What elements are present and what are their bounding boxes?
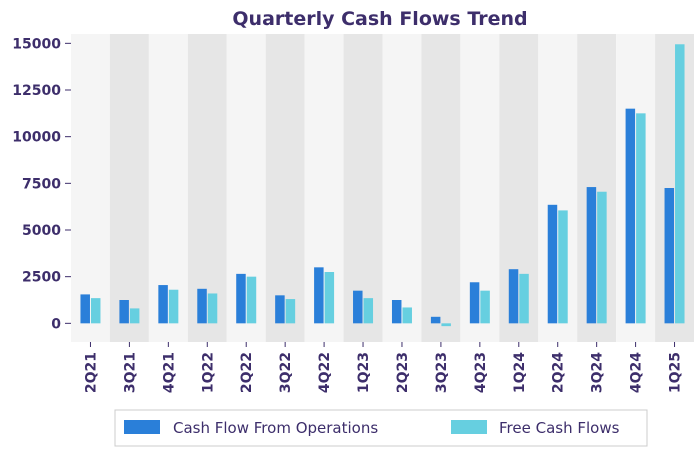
legend-swatch-free-cash-flows	[451, 420, 487, 434]
x-tick-label: 4Q21	[161, 352, 177, 393]
band-1Q25	[655, 34, 694, 342]
bar-free-cash-flows-4Q22	[324, 272, 335, 324]
y-tick-label: 15000	[12, 36, 61, 52]
band-3Q21	[109, 34, 149, 342]
x-tick-label: 4Q23	[473, 352, 489, 393]
bar-free-cash-flows-1Q24	[519, 273, 529, 324]
bar-free-cash-flows-2Q24	[558, 210, 568, 324]
bar-operations-4Q23	[469, 282, 480, 324]
x-tick-label: 2Q23	[395, 352, 411, 393]
band-2Q24	[538, 34, 578, 342]
bar-free-cash-flows-3Q22	[285, 299, 296, 324]
bar-free-cash-flows-1Q23	[363, 298, 374, 324]
x-tick-label: 1Q23	[356, 352, 372, 393]
band-4Q23	[460, 34, 500, 342]
band-4Q21	[148, 34, 188, 342]
band-1Q23	[343, 34, 383, 342]
x-tick-label: 2Q22	[239, 352, 255, 393]
x-tick-label: 2Q21	[83, 352, 99, 393]
x-tick-label: 3Q22	[278, 352, 294, 393]
legend-swatch-operations	[124, 420, 160, 434]
bar-operations-4Q24	[625, 108, 636, 324]
legend: Cash Flow From Operations Free Cash Flow…	[114, 409, 648, 447]
x-tick-label: 1Q24	[512, 352, 528, 393]
category-bands	[71, 34, 694, 342]
bar-free-cash-flows-1Q25	[675, 44, 685, 324]
bar-free-cash-flows-2Q21	[90, 298, 101, 324]
x-tick-label: 3Q24	[590, 352, 606, 393]
bar-operations-3Q24	[586, 187, 597, 324]
bar-operations-3Q23	[430, 316, 441, 324]
y-tick-label: 0	[51, 316, 61, 332]
band-4Q24	[616, 34, 656, 342]
legend-label-free-cash-flows: Free Cash Flows	[499, 419, 620, 437]
y-tick-label: 7500	[22, 176, 61, 192]
bar-operations-1Q22	[197, 288, 207, 324]
y-tick-label: 2500	[22, 270, 61, 286]
band-1Q24	[499, 34, 539, 342]
bar-operations-2Q24	[547, 204, 558, 324]
y-tick-label: 12500	[12, 83, 61, 99]
x-tick-label: 4Q24	[629, 352, 645, 393]
bar-free-cash-flows-4Q24	[636, 113, 646, 324]
x-axis: 2Q21 3Q21 4Q21 1Q22 2Q22 3Q22 4Q22 1Q23 2Q23 3Q23…	[83, 342, 684, 393]
bar-operations-2Q23	[391, 300, 402, 324]
bar-operations-4Q21	[158, 285, 168, 324]
bar-free-cash-flows-4Q23	[480, 290, 490, 324]
bar-operations-1Q24	[508, 269, 519, 324]
x-tick-label: 1Q25	[668, 352, 684, 393]
band-4Q22	[304, 34, 344, 342]
x-tick-label: 3Q21	[122, 352, 138, 393]
x-tick-label: 1Q22	[200, 352, 216, 393]
legend-box	[114, 409, 648, 447]
bar-free-cash-flows-3Q21	[129, 308, 140, 324]
bar-operations-4Q22	[314, 267, 324, 324]
bar-free-cash-flows-3Q23	[441, 323, 451, 327]
bar-operations-1Q23	[353, 290, 363, 324]
x-tick-label: 2Q24	[551, 352, 567, 393]
y-tick-label: 5000	[22, 223, 61, 239]
x-tick-label: 3Q23	[434, 352, 450, 393]
band-3Q24	[577, 34, 617, 342]
bar-free-cash-flows-4Q21	[168, 289, 179, 324]
bar-free-cash-flows-1Q22	[207, 293, 218, 324]
band-1Q22	[187, 34, 227, 342]
bar-operations-2Q22	[236, 273, 246, 324]
band-3Q23	[421, 34, 461, 342]
y-axis: 0 2500 5000 7500 10000 12500 15000	[12, 36, 71, 332]
x-tick-label: 4Q22	[317, 352, 333, 393]
band-2Q21	[71, 34, 110, 342]
y-tick-label: 10000	[12, 130, 61, 146]
bar-operations-3Q21	[119, 300, 129, 324]
bars	[80, 44, 685, 327]
bar-free-cash-flows-3Q24	[597, 191, 607, 324]
bar-operations-3Q22	[275, 295, 285, 324]
band-2Q22	[226, 34, 266, 342]
band-2Q23	[382, 34, 422, 342]
band-3Q22	[265, 34, 305, 342]
bar-free-cash-flows-2Q22	[246, 276, 257, 324]
bar-free-cash-flows-2Q23	[402, 307, 412, 324]
bar-operations-1Q25	[664, 188, 675, 324]
legend-label-operations: Cash Flow From Operations	[173, 419, 378, 437]
bar-operations-2Q21	[80, 294, 90, 324]
chart-title: Quarterly Cash Flows Trend	[232, 8, 527, 30]
